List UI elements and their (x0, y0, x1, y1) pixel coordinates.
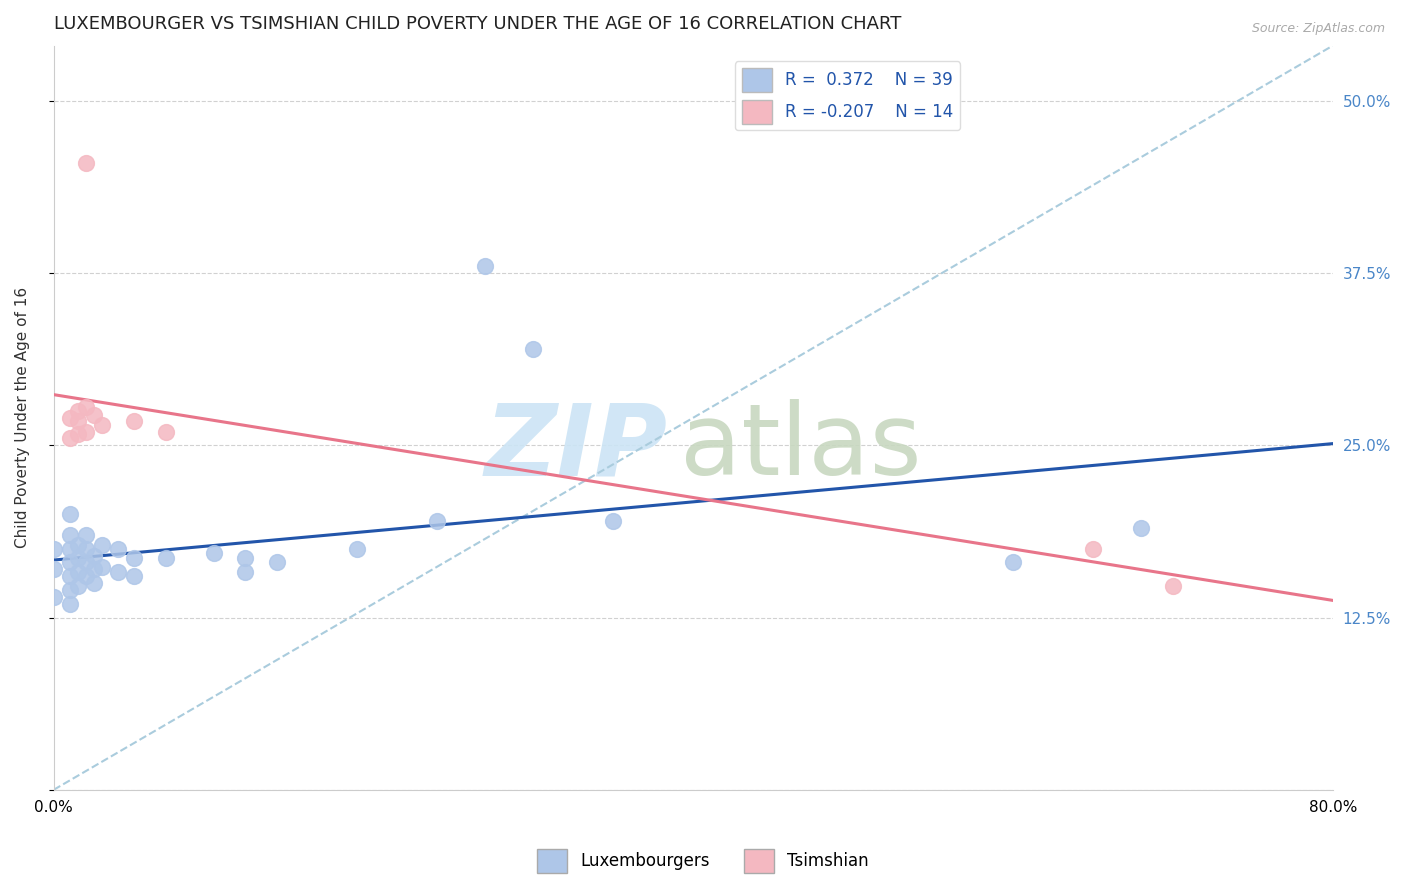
Point (266, 556, 288, 570)
Point (1129, 521, 1152, 535)
Point (346, 541, 368, 556)
Point (235, 551, 257, 566)
Point (59, 528, 82, 542)
Point (66, 427, 89, 442)
Text: LUXEMBOURGER VS TSIMSHIAN CHILD POVERTY UNDER THE AGE OF 16 CORRELATION CHART: LUXEMBOURGER VS TSIMSHIAN CHILD POVERTY … (53, 15, 901, 33)
Point (107, 565, 129, 579)
Point (59, 569, 82, 583)
Point (202, 546, 225, 560)
Point (75, 156, 97, 170)
Point (83, 549, 105, 563)
Point (66, 551, 89, 566)
Point (75, 556, 97, 570)
Text: Source: ZipAtlas.com: Source: ZipAtlas.com (1251, 22, 1385, 36)
Point (75, 425, 97, 439)
Legend: R =  0.372    N = 39, R = -0.207    N = 14: R = 0.372 N = 39, R = -0.207 N = 14 (735, 62, 960, 130)
Point (155, 551, 177, 566)
Point (42, 590, 65, 604)
Point (426, 514, 449, 528)
Point (1081, 541, 1104, 556)
Point (83, 562, 105, 576)
Point (59, 541, 82, 556)
Point (42, 541, 65, 556)
Point (90, 417, 112, 432)
Point (83, 408, 105, 422)
Text: atlas: atlas (681, 399, 922, 496)
Point (75, 541, 97, 556)
Point (122, 569, 145, 583)
Point (83, 576, 105, 591)
Point (122, 551, 145, 566)
Point (602, 514, 624, 528)
Point (66, 404, 89, 418)
Point (66, 565, 89, 579)
Point (75, 528, 97, 542)
Point (90, 537, 112, 551)
Point (59, 432, 82, 446)
Y-axis label: Child Poverty Under the Age of 16: Child Poverty Under the Age of 16 (15, 287, 30, 549)
Text: ZIP: ZIP (485, 399, 668, 496)
Point (155, 425, 177, 439)
Point (235, 565, 257, 579)
Point (474, 259, 496, 273)
Point (1001, 556, 1024, 570)
Point (522, 342, 544, 356)
Point (59, 410, 82, 425)
Point (66, 579, 89, 593)
Point (122, 413, 145, 427)
Point (59, 507, 82, 521)
Point (75, 400, 97, 414)
Point (66, 413, 89, 427)
Point (75, 569, 97, 583)
Point (1161, 579, 1184, 593)
Point (107, 541, 129, 556)
Point (59, 597, 82, 611)
Point (42, 562, 65, 576)
Legend: Luxembourgers, Tsimshian: Luxembourgers, Tsimshian (531, 842, 875, 880)
Point (66, 537, 89, 551)
Point (59, 556, 82, 570)
Point (90, 559, 112, 574)
Point (59, 582, 82, 597)
